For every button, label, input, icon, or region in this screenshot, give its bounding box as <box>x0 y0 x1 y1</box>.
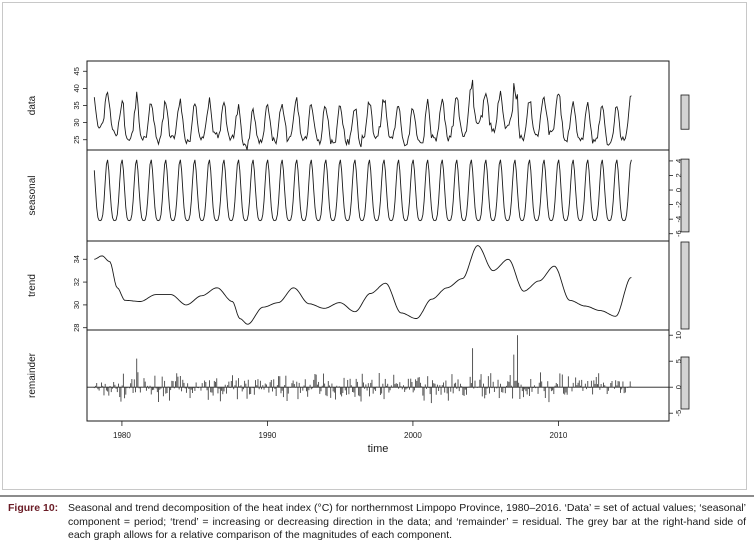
magnitude-bar-remainder <box>680 356 690 410</box>
ytick-label-data: 30 <box>72 118 81 126</box>
magnitude-bar-trend <box>680 241 690 330</box>
series-line-trend <box>94 245 632 325</box>
ytick-label-trend: 34 <box>72 255 81 263</box>
xtick-label-2000: 2000 <box>404 431 422 440</box>
xtick-label-1990: 1990 <box>259 431 277 440</box>
panel-frame-trend <box>86 240 670 331</box>
ytick-label-seasonal: 2 <box>674 173 683 177</box>
caption-label: Figure 10: <box>8 502 59 514</box>
caption-rule <box>0 495 754 497</box>
figure-frame: data 25 30 35 40 45 seasonal -6 -4 -2 0 2 4 trend 28 30… <box>2 2 747 490</box>
xlabel: time <box>368 443 389 455</box>
series-line-data <box>93 79 632 151</box>
ytick-label-remainder: 0 <box>674 385 683 389</box>
ytick-label-data: 35 <box>72 101 81 109</box>
ytick-label-data: 25 <box>72 136 81 144</box>
ytick-label-seasonal: 0 <box>674 188 683 192</box>
ytick-label-remainder: 10 <box>674 331 683 339</box>
ytick-label-data: 45 <box>72 67 81 75</box>
series-line-seasonal <box>93 159 632 222</box>
ytick-label-remainder: -5 <box>674 410 683 417</box>
magnitude-bar-data <box>680 94 690 130</box>
ylabel-remainder: remainder <box>27 352 38 398</box>
xtick-label-1980: 1980 <box>113 431 131 440</box>
ytick-label-trend: 28 <box>72 324 81 332</box>
xtick-label-2010: 2010 <box>550 431 568 440</box>
ytick-label-trend: 30 <box>72 301 81 309</box>
stl-decomposition-chart: data 25 30 35 40 45 seasonal -6 -4 -2 0 2 4 trend 28 30… <box>27 60 690 455</box>
ytick-label-seasonal: -4 <box>674 216 683 223</box>
ylabel-trend: trend <box>27 274 38 297</box>
magnitude-bar-seasonal <box>680 158 690 233</box>
ytick-label-remainder: 5 <box>674 359 683 363</box>
ylabel-seasonal: seasonal <box>27 175 38 215</box>
panel-frame-seasonal <box>86 149 670 242</box>
ylabel-data: data <box>27 95 38 115</box>
ytick-label-trend: 32 <box>72 278 81 286</box>
panel-frame-remainder <box>86 329 670 422</box>
ytick-label-seasonal: 4 <box>674 159 683 163</box>
ytick-label-seasonal: -2 <box>674 201 683 208</box>
figure-caption: Figure 10: Seasonal and trend decomposit… <box>8 502 746 543</box>
caption-text: Seasonal and trend decomposition of the … <box>68 502 746 541</box>
ytick-label-data: 40 <box>72 84 81 92</box>
ytick-label-seasonal: -6 <box>674 230 683 237</box>
